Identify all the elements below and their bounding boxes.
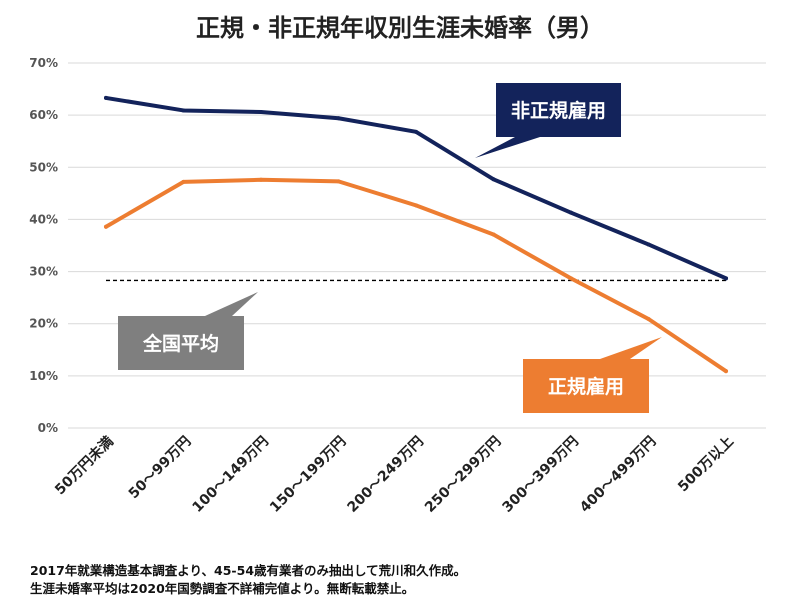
footnote-note: 生涯未婚率平均は2020年国勢調査不詳補完値より。無断転載禁止。 [30,581,415,596]
callout-2: 正規雇用 [523,337,662,413]
data-point [414,129,418,134]
y-tick-label: 40% [29,212,58,226]
data-point [724,369,728,374]
data-point [646,242,651,247]
series-layer [104,95,728,374]
x-tick-label: 100～149万円 [189,434,271,516]
series-line-0 [104,95,728,281]
callout-0: 非正規雇用 [475,83,621,158]
data-point [491,177,496,182]
gridlines [68,62,766,429]
chart-title: 正規・非正規年収別生涯未婚率（男） [196,14,604,42]
x-tick-label: 500万以上 [675,434,737,496]
data-point [104,95,108,100]
data-point [181,179,186,184]
callout-box [523,359,649,413]
x-tick-label: 400～499万円 [577,434,659,516]
y-tick-label: 50% [29,160,58,174]
y-tick-label: 70% [29,56,58,70]
x-tick-label: 150～199万円 [267,434,349,516]
x-tick-label: 300～399万円 [499,434,581,516]
data-point [569,210,573,215]
y-tick-label: 0% [38,421,58,435]
data-point [646,317,651,322]
data-point [336,116,341,121]
data-point [336,179,341,184]
y-tick-label: 20% [29,317,58,331]
data-point [414,203,418,208]
x-axis-ticks: 50万円未満 50～99万円100～149万円150～199万円200～249万円… [51,433,736,516]
callout-label: 非正規雇用 [511,99,606,122]
callout-pointer [600,337,662,359]
x-tick-label: 200～249万円 [344,434,426,516]
x-tick-label: 50～99万円 [126,434,195,503]
data-point [569,276,573,281]
y-tick-label: 60% [29,108,58,122]
x-tick-label: 250～299万円 [422,434,504,516]
callout-pointer [475,137,540,158]
callout-label: 正規雇用 [548,375,624,398]
data-point [104,224,108,229]
y-tick-label: 30% [29,265,58,279]
callout-box [496,83,621,137]
callout-label: 全国平均 [142,332,219,355]
data-point [259,110,263,115]
callout-pointer [205,292,258,316]
data-point [259,177,263,182]
callout-box [118,316,244,370]
y-axis-ticks: 0% 10% 20% 30% 40% 50% 60% 70% [29,56,58,435]
x-tick-label: 50万円未満 [51,433,116,498]
data-point [491,232,496,237]
data-point [181,108,186,113]
footnote-source: 2017年就業構造基本調査より、45-54歳有業者のみ抽出して荒川和久作成。 [30,563,467,578]
callout-1: 全国平均 [118,292,258,370]
data-point [724,276,728,281]
y-tick-label: 10% [29,369,58,383]
